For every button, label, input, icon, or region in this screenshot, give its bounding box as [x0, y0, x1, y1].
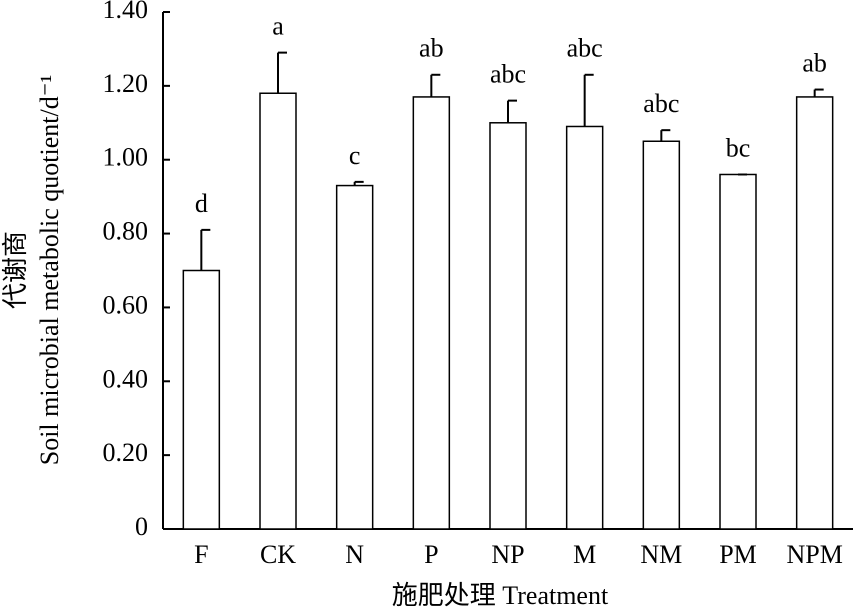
y-tick-label: 0 [135, 512, 148, 541]
significance-letter: abc [490, 60, 526, 89]
bar [259, 92, 297, 530]
x-tick-label: N [345, 540, 364, 569]
y-tick-label: 1.40 [103, 0, 149, 24]
significance-letter: abc [643, 89, 679, 118]
bar [642, 140, 681, 530]
significance-letter: a [272, 12, 284, 41]
x-tick-label: PM [719, 540, 757, 569]
significance-letter: c [349, 141, 361, 170]
bar [719, 173, 757, 530]
bar [335, 184, 374, 530]
significance-letter: d [195, 189, 208, 218]
bar [565, 125, 604, 530]
x-tick-label: M [573, 540, 596, 569]
significance-letter: abc [567, 34, 603, 63]
significance-letter: ab [419, 34, 444, 63]
x-tick-label: F [194, 540, 208, 569]
x-axis-label: 施肥处理 Treatment [392, 581, 609, 610]
bar [182, 269, 221, 530]
bar [412, 96, 451, 530]
y-tick-label: 0.60 [103, 290, 149, 319]
bar [795, 96, 834, 530]
y-tick-label: 1.00 [103, 143, 149, 172]
y-tick-label: 1.20 [103, 69, 149, 98]
x-tick-label: CK [260, 540, 296, 569]
bar [489, 122, 527, 530]
x-tick-label: NPM [786, 540, 842, 569]
y-axis-label: Soil microbial metabolic quotient/d⁻¹ [35, 75, 64, 466]
x-tick-label: NM [640, 540, 682, 569]
y-tick-label: 0.40 [103, 364, 149, 393]
y-tick-label: 0.20 [103, 438, 149, 467]
x-tick-label: NP [491, 540, 524, 569]
y-tick-label: 0.80 [103, 217, 149, 246]
significance-letter: bc [726, 133, 751, 162]
significance-letter: ab [802, 49, 827, 78]
y-axis-label: 代谢商 [1, 231, 30, 309]
x-tick-label: P [424, 540, 438, 569]
